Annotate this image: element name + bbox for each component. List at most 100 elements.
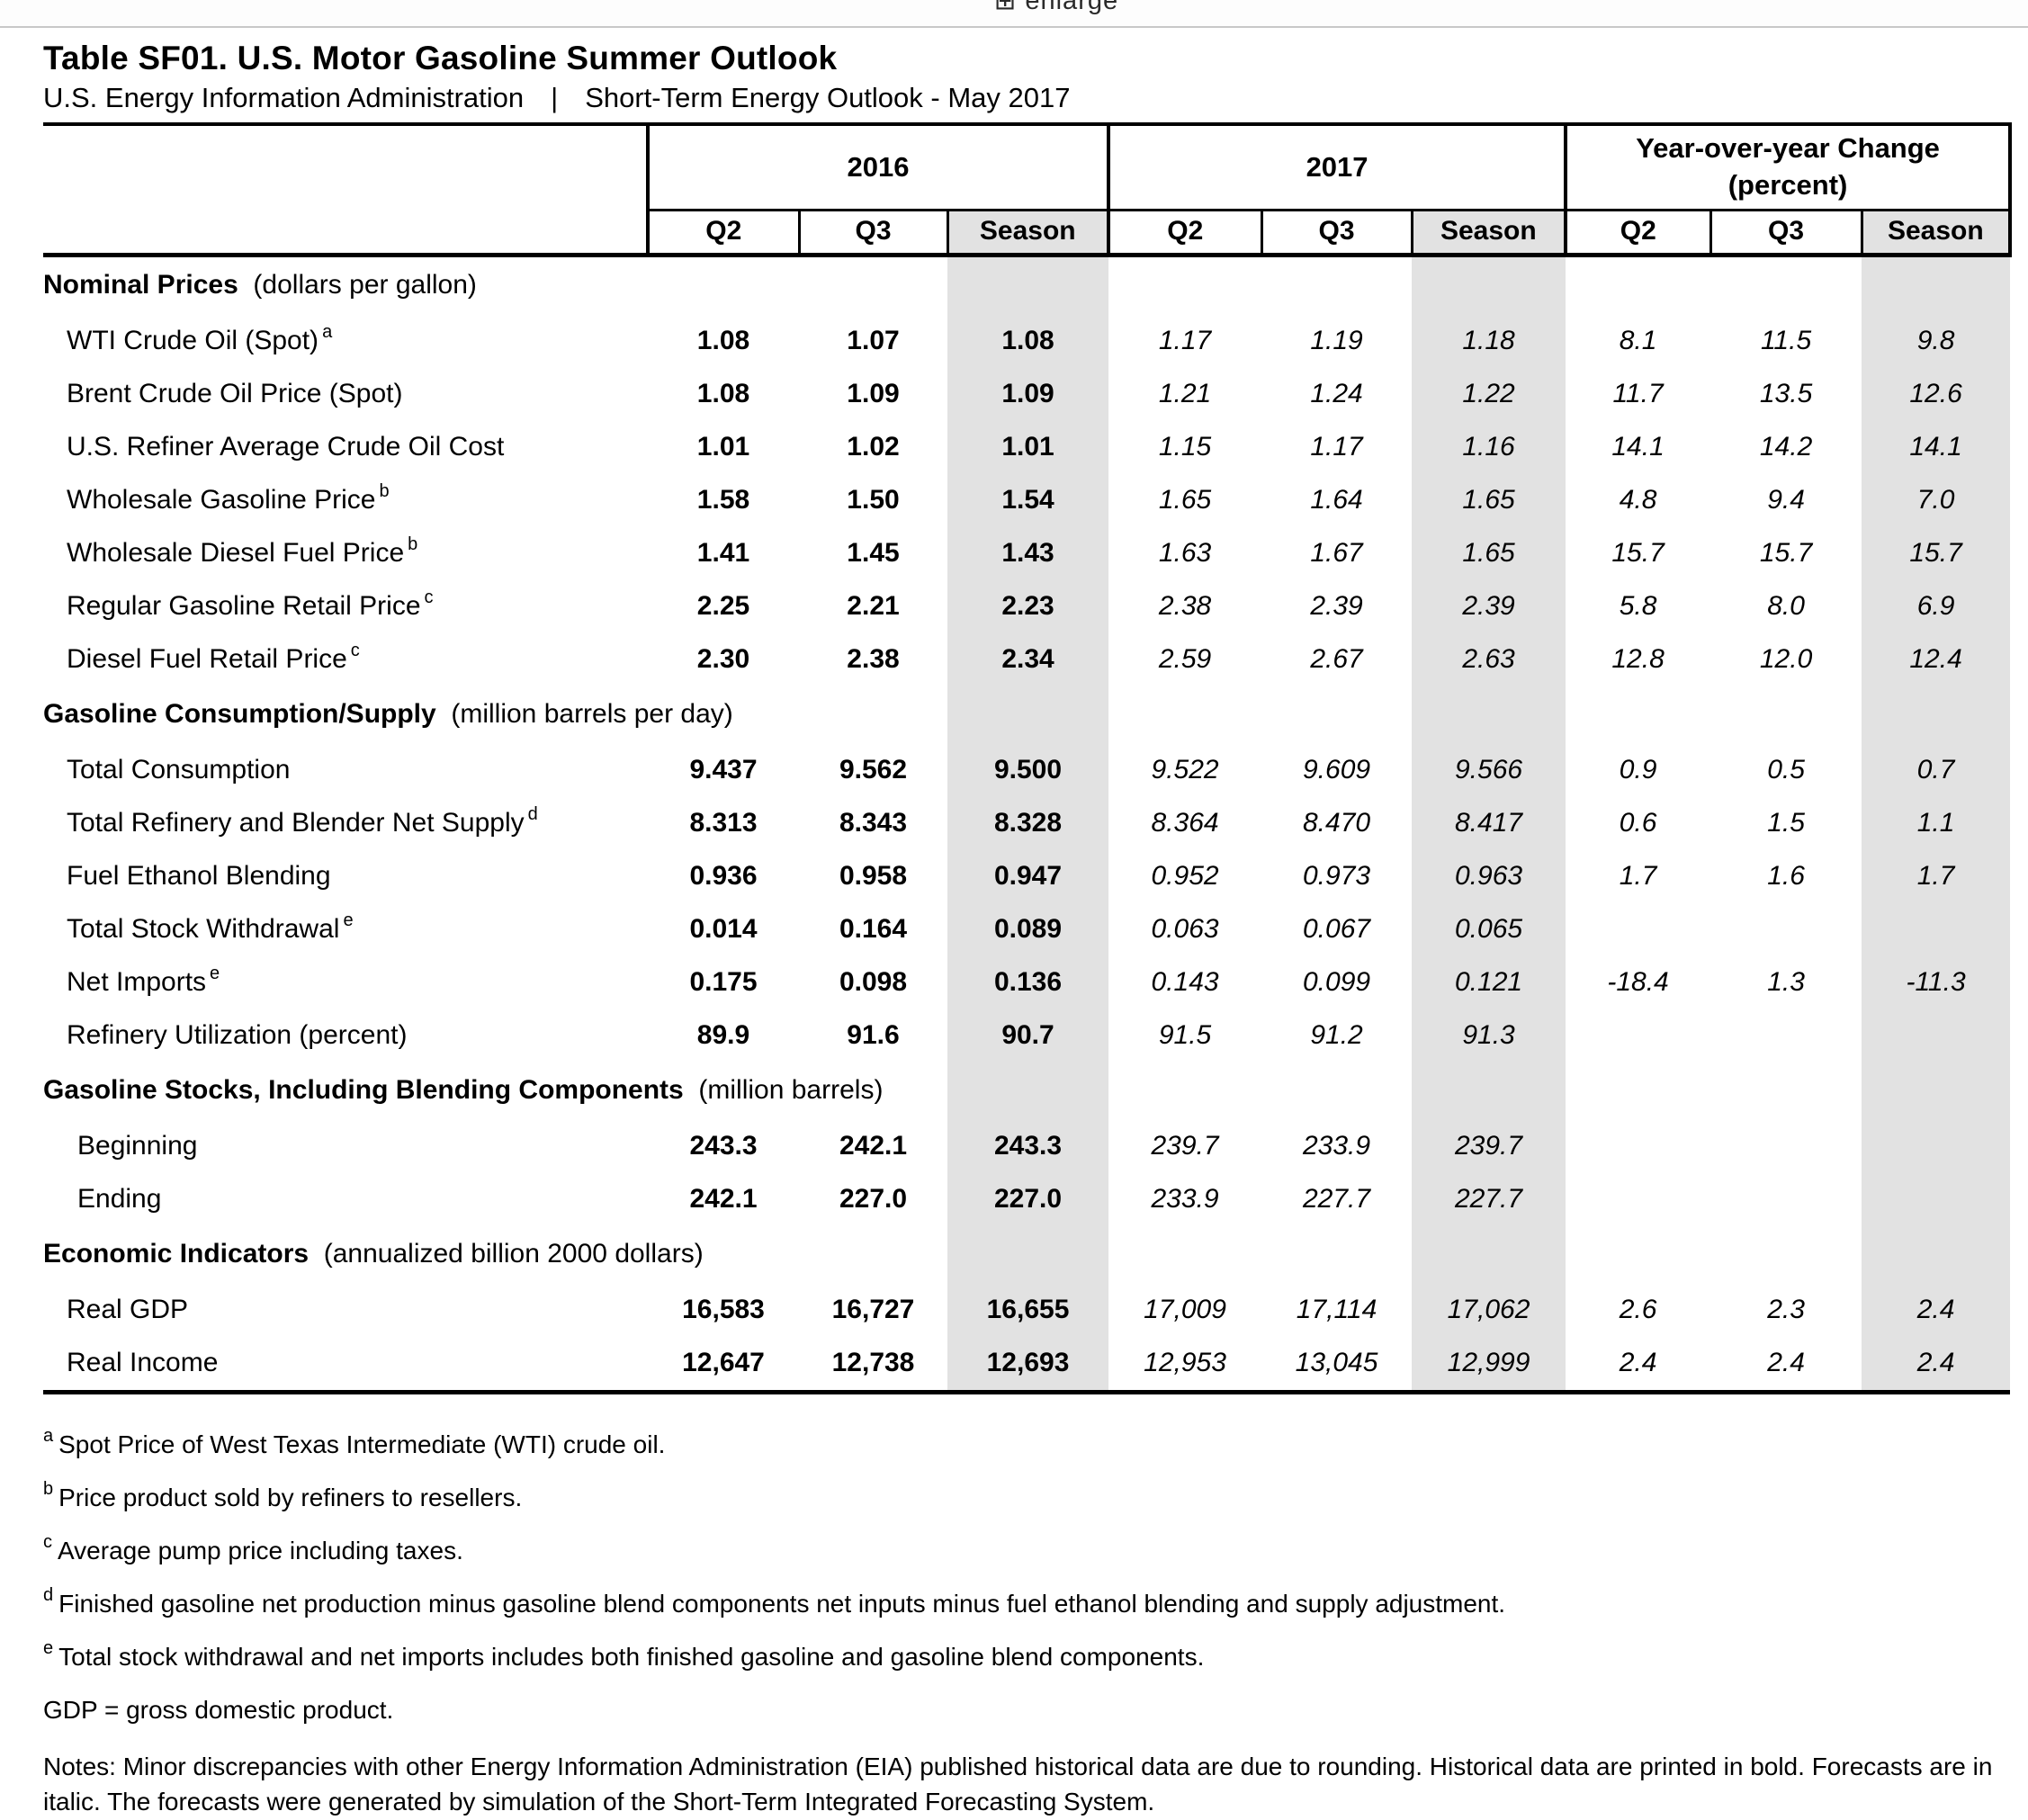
cell: 8.470 xyxy=(1302,807,1371,838)
cell: 1.08 xyxy=(696,325,750,355)
col-yoy-season: Season xyxy=(1860,210,2013,257)
cell: 1.07 xyxy=(847,325,900,355)
footnote: b Price product sold by refiners to resel… xyxy=(43,1479,523,1511)
cell: 1.09 xyxy=(947,367,1109,421)
footnote-letter: e xyxy=(43,1638,54,1659)
cell: 0.973 xyxy=(1302,860,1371,891)
cell: 14.2 xyxy=(1759,431,1813,462)
cell xyxy=(1261,1226,1412,1284)
cell: 1.63 xyxy=(1158,537,1212,568)
browser-page-edge: ⊞ enlarge xyxy=(0,0,2028,28)
table-row: Beginning 243.3 242.1 243.3 239.7 233.9 239.7 xyxy=(43,1119,2011,1173)
footnote: c Average pump price including taxes. xyxy=(43,1532,463,1564)
footnote-letter: b xyxy=(43,1479,54,1500)
cell: 1.58 xyxy=(696,484,750,515)
cell xyxy=(1862,1225,2011,1284)
section-unit: (million barrels per day) xyxy=(435,699,733,730)
cell xyxy=(1862,1062,2011,1120)
cell: 2.39 xyxy=(1310,590,1363,621)
section-title: Economic Indicators (annualized billion … xyxy=(43,1226,704,1284)
group-yoy-change: Year-over-year Change (percent) xyxy=(1564,123,2013,211)
table-row: WTI Crude Oil (Spot) a 1.08 1.07 1.08 1.17 1.1… xyxy=(43,314,2011,368)
cell: 243.3 xyxy=(947,1119,1109,1173)
cell xyxy=(1412,686,1566,744)
notes: Notes: Minor discrepancies with other En… xyxy=(43,1752,1993,1816)
col-yoy-q3: Q3 xyxy=(1709,210,1862,257)
group-yoy-line1: Year-over-year Change xyxy=(1636,132,1940,165)
cell: 12,693 xyxy=(947,1336,1109,1393)
cell: 12.8 xyxy=(1611,643,1665,674)
section-title: Gasoline Stocks, Including Blending Comp… xyxy=(43,1062,883,1120)
section-header-row: Gasoline Stocks, Including Blending Comp… xyxy=(43,1062,2011,1120)
cell xyxy=(1412,1225,1566,1284)
cell: 227.7 xyxy=(1412,1172,1566,1226)
row-label: WTI Crude Oil (Spot) a xyxy=(43,315,648,368)
cell: 1.1 xyxy=(1862,796,2011,850)
row-label: Ending xyxy=(43,1173,648,1226)
cell: 90.7 xyxy=(947,1009,1109,1062)
enlarge-label: enlarge xyxy=(1025,0,1119,15)
cell: 0.063 xyxy=(1151,913,1219,944)
section-header-row: Nominal Prices (dollars per gallon) xyxy=(43,255,2011,315)
cell xyxy=(1566,1173,1710,1226)
cell: 91.2 xyxy=(1310,1019,1363,1050)
enlarge-link[interactable]: ⊞ enlarge xyxy=(994,0,1118,16)
cell: 0.5 xyxy=(1767,754,1805,784)
cell: 9.609 xyxy=(1302,754,1371,784)
cell xyxy=(1710,1120,1862,1173)
cell: 1.7 xyxy=(1862,849,2011,903)
cell: 0.963 xyxy=(1412,849,1566,903)
cell: 239.7 xyxy=(1151,1130,1219,1161)
cell: 1.02 xyxy=(847,431,900,462)
footnotes: a Spot Price of West Texas Intermediate (… xyxy=(43,1427,2010,1725)
cell xyxy=(1862,1009,2011,1062)
cell: 0.947 xyxy=(947,849,1109,903)
cell xyxy=(1566,1226,1710,1284)
cell: 11.5 xyxy=(1760,325,1812,355)
cell: 0.9 xyxy=(1619,754,1657,784)
group-2017: 2017 xyxy=(1107,123,1566,211)
cell xyxy=(1566,686,1710,744)
cell: 4.8 xyxy=(1619,484,1657,515)
cell: 0.6 xyxy=(1619,807,1657,838)
cell: 15.7 xyxy=(1862,526,2011,580)
cell: 89.9 xyxy=(696,1019,750,1050)
footnote-marker: b xyxy=(379,480,390,501)
cell: 1.15 xyxy=(1158,431,1212,462)
cell: 8.328 xyxy=(947,796,1109,850)
cell xyxy=(1566,1120,1710,1173)
cell: 1.45 xyxy=(847,537,900,568)
cell: 8.364 xyxy=(1151,807,1219,838)
cell xyxy=(648,255,799,315)
row-label-text: Wholesale Diesel Fuel Price xyxy=(67,537,405,568)
cell: 9.566 xyxy=(1412,743,1566,797)
cell: 9.8 xyxy=(1862,314,2011,368)
cell: 0.936 xyxy=(689,860,758,891)
footnote-letter: c xyxy=(43,1532,52,1553)
row-label-text: Regular Gasoline Retail Price xyxy=(67,590,421,621)
row-label-text: Real Income xyxy=(67,1347,219,1377)
row-label-text: U.S. Refiner Average Crude Oil Cost xyxy=(67,431,505,462)
cell: 227.0 xyxy=(947,1172,1109,1226)
cell xyxy=(1710,1062,1862,1120)
cell: 1.6 xyxy=(1767,860,1805,891)
cell: 0.065 xyxy=(1412,902,1566,956)
cell: 233.9 xyxy=(1151,1183,1219,1214)
cell: 2.6 xyxy=(1619,1294,1657,1324)
table-row: U.S. Refiner Average Crude Oil Cost 1.01 1… xyxy=(43,420,2011,474)
cell: 1.01 xyxy=(947,420,1109,474)
table-row: Total Stock Withdrawal e 0.014 0.164 0.089 0.… xyxy=(43,902,2011,956)
cell: 233.9 xyxy=(1302,1130,1371,1161)
cell: 1.50 xyxy=(847,484,900,515)
footnote-marker: a xyxy=(322,321,333,342)
table-row: Refinery Utilization (percent) 89.9 91.6 90… xyxy=(43,1009,2011,1062)
row-label-text: Beginning xyxy=(77,1130,198,1161)
cell xyxy=(1261,1062,1412,1120)
row-label: Net Imports e xyxy=(43,956,648,1009)
row-label: Total Stock Withdrawal e xyxy=(43,903,648,956)
footnote-marker: b xyxy=(408,533,418,554)
cell: 2.4 xyxy=(1862,1283,2011,1337)
cell xyxy=(1710,1009,1862,1062)
cell: 12.4 xyxy=(1862,632,2011,686)
row-label-text: Total Stock Withdrawal xyxy=(67,913,340,944)
